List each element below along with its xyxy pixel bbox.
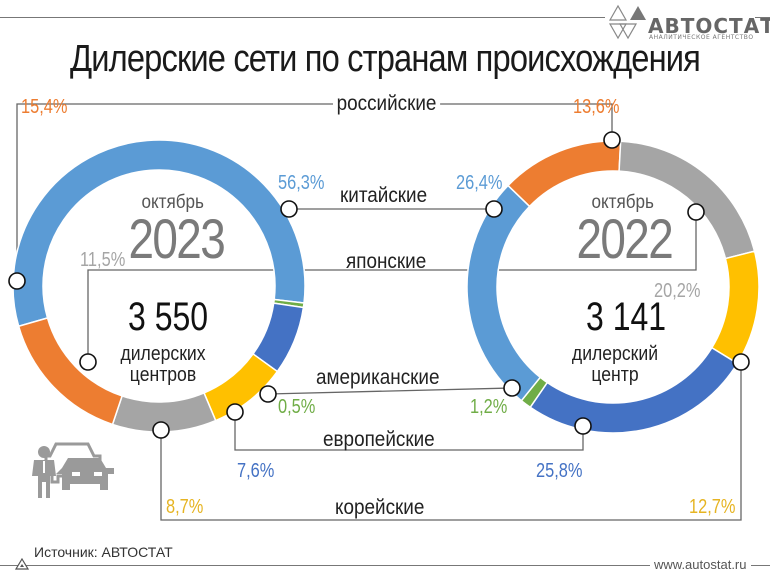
marker-dot: [259, 385, 277, 403]
connector-line: [234, 412, 584, 451]
left-count: 3 550: [128, 295, 209, 339]
source-note: Источник: АВТОСТАТ: [34, 544, 173, 560]
pct-2023-american: 0,5%: [278, 396, 316, 418]
pct-2022-american: 1,2%: [470, 396, 508, 418]
label-chinese: китайские: [340, 184, 428, 207]
marker-dot: [485, 200, 503, 218]
header-rule: [0, 17, 605, 18]
logo-subtitle: АНАЛИТИЧЕСКОЕ АГЕНТСТВО: [649, 34, 754, 41]
page-title: Дилерские сети по странам происхождения: [69, 38, 701, 80]
connector-line: [267, 387, 513, 395]
marker-dot: [687, 203, 705, 221]
marker-dot: [280, 200, 298, 218]
footer-triangle-icon: [15, 558, 29, 570]
marker-dot: [732, 353, 750, 371]
footer-rule: [0, 565, 770, 566]
marker-dot: [79, 353, 97, 371]
pct-2022-chinese: 26,4%: [456, 172, 503, 194]
autostat-triangles-logo-icon: [608, 4, 646, 40]
marker-dot: [8, 272, 26, 290]
pct-2023-korean: 8,7%: [166, 496, 204, 518]
right-count-label-2: центр: [591, 364, 639, 386]
marker-dot: [574, 417, 592, 435]
right-month: октябрь: [591, 192, 654, 213]
right-year: 2022: [576, 207, 673, 270]
label-russian: российские: [333, 92, 441, 116]
connector-line: [16, 103, 613, 281]
label-korean: корейские: [335, 496, 425, 519]
pct-2022-japanese: 20,2%: [654, 280, 701, 302]
pct-2022-russian: 13,6%: [573, 96, 620, 118]
pct-2023-russian: 15,4%: [21, 96, 68, 118]
pct-2022-european: 25,8%: [536, 460, 583, 482]
pct-2023-european: 7,6%: [237, 460, 275, 482]
left-year: 2023: [128, 207, 225, 270]
label-american: американские: [316, 366, 440, 389]
right-count-label: дилерский центр: [558, 344, 672, 386]
donut-segment: [12, 139, 306, 328]
left-count-label-2: центров: [129, 364, 197, 386]
connector-line: [160, 362, 742, 521]
donut-segment: [17, 317, 124, 426]
footer-url: www.autostat.ru: [650, 557, 751, 572]
pct-2023-japanese: 11,5%: [80, 249, 126, 271]
marker-dot: [226, 403, 244, 421]
donut-segment: [466, 184, 542, 402]
connector-line: [87, 212, 697, 362]
left-count-label: дилерских центров: [106, 344, 220, 386]
header-rule-right: [755, 17, 770, 18]
right-count: 3 141: [586, 295, 667, 339]
car-dealer-icon: [32, 442, 114, 498]
right-count-label-1: дилерский: [571, 343, 659, 365]
pct-2022-korean: 12,7%: [689, 496, 736, 518]
marker-dot: [503, 379, 521, 397]
marker-dot: [152, 421, 170, 439]
left-count-label-1: дилерских: [120, 343, 206, 365]
pct-2023-chinese: 56,3%: [278, 172, 325, 194]
left-month: октябрь: [141, 192, 204, 213]
marker-dot: [603, 131, 621, 149]
autostat-logo: АВТОСТАТ АНАЛИТИЧЕСКОЕ АГЕНТСТВО: [608, 2, 770, 42]
logo-name: АВТОСТАТ: [648, 14, 770, 38]
donut-segment: [710, 250, 760, 365]
label-japanese: японские: [346, 250, 427, 273]
label-european: европейские: [323, 428, 435, 451]
